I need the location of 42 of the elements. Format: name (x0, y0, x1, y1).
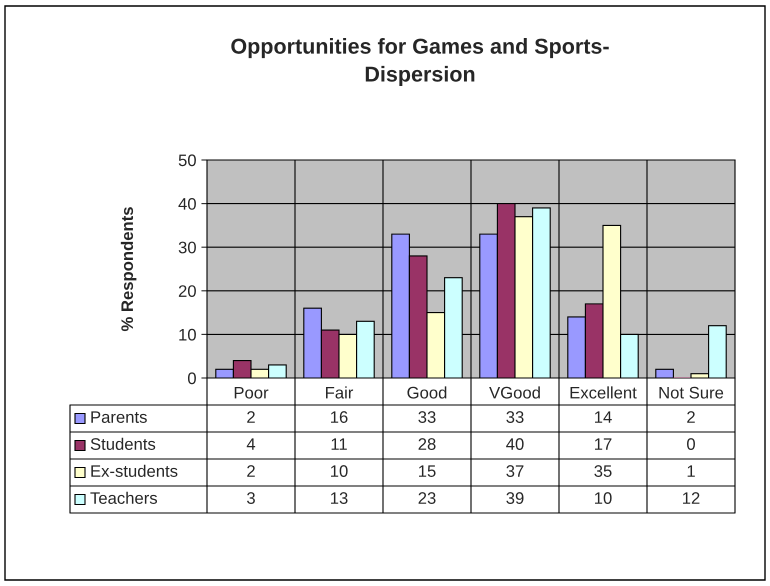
data-label: 16 (331, 411, 348, 423)
data-label: 2 (687, 411, 695, 423)
data-label: 37 (506, 465, 524, 477)
data-label: 23 (418, 492, 436, 504)
data-label: 13 (331, 492, 348, 504)
data-label: 2 (247, 411, 255, 423)
y-tick-label: 10 (179, 328, 196, 341)
data-label: 33 (506, 411, 524, 423)
data-label: 2 (247, 465, 255, 477)
x-tick-label: Poor (234, 386, 268, 399)
x-tick-label: VGood (489, 386, 540, 399)
y-tick-label: 30 (178, 242, 196, 254)
x-tick-label: Not Sure (659, 386, 724, 399)
x-tick-label: Good (407, 386, 446, 399)
data-label: 15 (419, 465, 436, 477)
data-label: 3 (247, 492, 255, 504)
data-label: 10 (331, 465, 348, 477)
data-label: 12 (683, 492, 700, 504)
data-label: 1 (688, 465, 695, 477)
data-label: 14 (595, 411, 612, 423)
data-label: 17 (595, 438, 612, 450)
x-tick-label: Fair (326, 386, 354, 399)
data-label: 10 (595, 492, 612, 504)
data-label: 40 (506, 438, 524, 450)
y-tick-label: 40 (178, 198, 196, 210)
data-label: 35 (594, 465, 612, 477)
legend-label: Ex-students (91, 464, 178, 477)
y-tick-label: 20 (178, 285, 196, 298)
data-label: 4 (246, 438, 256, 450)
y-axis-title: % Respondents (120, 207, 136, 332)
chart-title: Opportunities for Games and Sports- Dispersion (231, 38, 609, 86)
legend-label: Teachers (90, 492, 158, 504)
data-label: 39 (506, 492, 524, 504)
legend-label: Students (90, 438, 156, 450)
y-tick-label: 50 (178, 154, 196, 166)
y-tick-label: 0 (188, 372, 196, 384)
x-tick-label: Excellent (570, 386, 637, 399)
data-label: 11 (332, 438, 347, 450)
data-label: 33 (418, 411, 436, 423)
legend-label: Parents (91, 411, 147, 423)
data-label: 28 (418, 438, 436, 450)
data-label: 0 (687, 438, 695, 450)
